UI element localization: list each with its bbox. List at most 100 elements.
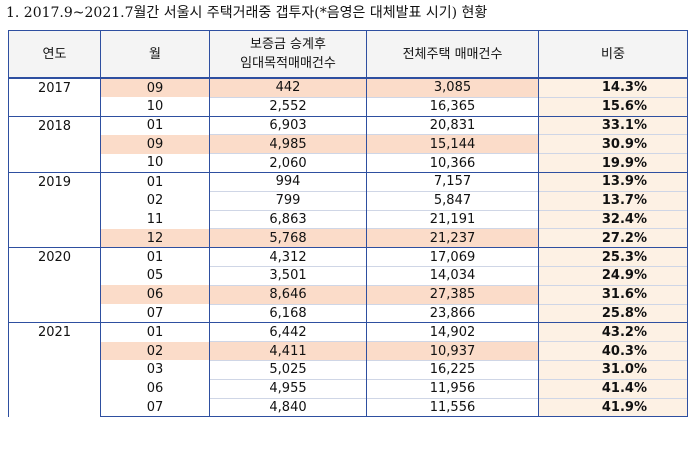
- ratio-cell: 40.3%: [538, 341, 688, 361]
- month-cell: 02: [100, 341, 210, 361]
- count-cell: 994: [209, 171, 367, 192]
- table-row: 2017 09 442 3,085 14.3%: [8, 77, 688, 117]
- ratio-cell: 27.2%: [538, 228, 688, 249]
- table-row: 07 6,168 23,866 25.8%: [9, 303, 688, 324]
- table-row: 07 4,840 11,556 41.9%: [9, 397, 688, 418]
- count-cell: 21,237: [366, 228, 539, 249]
- count-cell: 23,866: [366, 303, 539, 324]
- count-cell: 2,060: [209, 153, 367, 173]
- count-cell: 3,085: [366, 77, 539, 98]
- ratio-cell: 25.8%: [538, 303, 688, 324]
- table-row: 11 6,863 21,191 32.4%: [9, 209, 688, 229]
- count-cell: 14,034: [366, 265, 539, 286]
- header-cell: 비중: [538, 30, 688, 79]
- table-row: 02 799 5,847 13.7%: [9, 190, 688, 211]
- ratio-cell: 41.4%: [538, 378, 688, 399]
- year-cell: 2018: [8, 115, 101, 173]
- count-cell: 6,442: [209, 322, 367, 342]
- count-cell: 4,840: [209, 397, 367, 418]
- month-cell: 02: [100, 191, 210, 211]
- title: 1. 2017.9~2021.7월간 서울시 주택거래중 갭투자(*음영은 대체…: [6, 5, 488, 21]
- count-cell: 2,552: [209, 96, 367, 117]
- month-cell: 09: [100, 134, 210, 154]
- ratio-cell: 13.7%: [538, 190, 688, 211]
- count-cell: 21,191: [366, 209, 539, 229]
- gap-table: 연도 월 보증금 승계후 임대목적매매건수 전체주택 매매건수 비중 2017 09…: [8, 30, 688, 418]
- table-row: 03 5,025 16,225 31.0%: [9, 359, 688, 380]
- ratio-cell: 13.9%: [538, 171, 688, 192]
- table-row: 09 4,985 15,144 30.9%: [9, 134, 688, 154]
- month-cell: 07: [100, 304, 210, 324]
- table-row: 2018 01 6,903 20,831 33.1%: [8, 115, 688, 173]
- table-row: 2020 01 4,312 17,069 25.3%: [8, 247, 688, 323]
- count-cell: 20,831: [366, 115, 539, 135]
- count-cell: 8,646: [209, 284, 367, 305]
- count-cell: 16,225: [366, 359, 539, 380]
- month-cell: 06: [100, 285, 210, 305]
- count-cell: 6,903: [209, 115, 367, 135]
- month-cell: 01: [100, 322, 210, 342]
- table-row: 02 4,411 10,937 40.3%: [9, 341, 688, 361]
- table-row: 12 5,768 21,237 27.2%: [9, 228, 688, 249]
- year-cell: 2020: [8, 247, 101, 323]
- year-cell: 2019: [8, 171, 101, 248]
- ratio-cell: 31.0%: [538, 359, 688, 380]
- year-cell: 2021: [8, 322, 101, 417]
- count-cell: 3,501: [209, 265, 367, 286]
- month-cell: 05: [100, 266, 210, 286]
- count-cell: 11,556: [366, 397, 539, 418]
- count-cell: 5,847: [366, 190, 539, 211]
- count-cell: 15,144: [366, 134, 539, 154]
- month-cell: 09: [100, 77, 210, 98]
- table-body: 2017 09 442 3,085 14.3% 10 2,552 16,365 15.6% 201…: [8, 77, 688, 418]
- count-cell: 5,025: [209, 359, 367, 380]
- table-row: 06 8,646 27,385 31.6%: [9, 284, 688, 305]
- header-line: 임대목적매매건수: [240, 56, 336, 71]
- header-cell: 전체주택 매매건수: [366, 30, 539, 79]
- header-cell: 연도: [8, 30, 101, 79]
- month-cell: 10: [100, 153, 210, 173]
- header-cell: 월: [100, 30, 210, 79]
- ratio-cell: 14.3%: [538, 77, 688, 98]
- count-cell: 11,956: [366, 378, 539, 399]
- ratio-cell: 15.6%: [538, 96, 688, 117]
- table-row: 05 3,501 14,034 24.9%: [9, 265, 688, 286]
- table-row: 2021 01 6,442 14,902 43.2%: [8, 322, 688, 417]
- count-cell: 442: [209, 77, 367, 98]
- count-cell: 7,157: [366, 171, 539, 192]
- header-line: 보증금 승계후: [250, 37, 326, 52]
- ratio-cell: 33.1%: [538, 115, 688, 135]
- ratio-cell: 41.9%: [538, 397, 688, 418]
- count-cell: 17,069: [366, 247, 539, 267]
- count-cell: 14,902: [366, 322, 539, 342]
- count-cell: 6,168: [209, 303, 367, 324]
- ratio-cell: 25.3%: [538, 247, 688, 267]
- month-cell: 07: [100, 398, 210, 418]
- ratio-cell: 30.9%: [538, 134, 688, 154]
- count-cell: 4,312: [209, 247, 367, 267]
- ratio-cell: 32.4%: [538, 209, 688, 229]
- count-cell: 4,411: [209, 341, 367, 361]
- table-row: 10 2,060 10,366 19.9%: [9, 153, 688, 173]
- month-cell: 11: [100, 210, 210, 229]
- count-cell: 5,768: [209, 228, 367, 249]
- month-cell: 03: [100, 360, 210, 380]
- month-cell: 10: [100, 97, 210, 117]
- ratio-cell: 31.6%: [538, 284, 688, 305]
- count-cell: 10,937: [366, 341, 539, 361]
- ratio-cell: 43.2%: [538, 322, 688, 342]
- month-cell: 01: [100, 115, 210, 135]
- count-cell: 6,863: [209, 209, 367, 229]
- month-cell: 12: [100, 228, 210, 249]
- count-cell: 27,385: [366, 284, 539, 305]
- table-row: 10 2,552 16,365 15.6%: [9, 96, 688, 117]
- year-cell: 2017: [8, 77, 101, 117]
- count-cell: 4,955: [209, 378, 367, 399]
- table-row: 06 4,955 11,956 41.4%: [9, 378, 688, 399]
- table-row: 2019 01 994 7,157 13.9%: [8, 171, 688, 248]
- ratio-cell: 24.9%: [538, 265, 688, 286]
- month-cell: 06: [100, 379, 210, 399]
